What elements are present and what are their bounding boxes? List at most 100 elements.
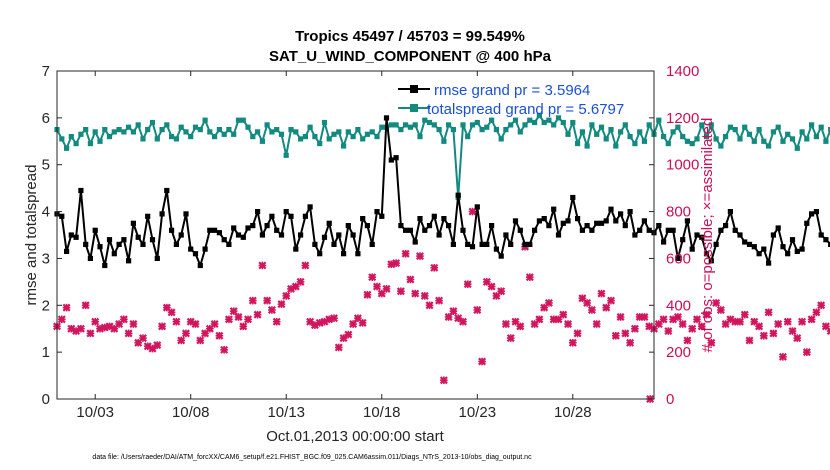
obs-point [406, 275, 415, 284]
series-totalspread-point [465, 134, 471, 140]
obs-point [473, 305, 482, 314]
obs-point [458, 317, 467, 326]
series-rmse-point [804, 220, 810, 226]
obs-point [239, 322, 248, 331]
series-rmse-point [484, 241, 490, 247]
series-rmse-point [135, 234, 141, 240]
obs-point [86, 329, 95, 338]
series-rmse-point [785, 251, 791, 257]
series-totalspread-point [278, 131, 285, 137]
series-totalspread-point [321, 119, 328, 126]
series-rmse-point [145, 213, 151, 219]
series-totalspread-point [598, 124, 605, 130]
series-totalspread-point [718, 143, 724, 149]
series-rmse-point [130, 220, 136, 226]
series-rmse-point [116, 241, 122, 247]
series-totalspread-point [708, 122, 714, 128]
series-rmse-point [699, 234, 705, 240]
series-rmse-point [579, 227, 585, 233]
obs-point [62, 303, 71, 312]
series-totalspread-point [341, 143, 347, 149]
series-rmse-point [121, 237, 127, 243]
series-totalspread-point [503, 127, 509, 133]
obs-point [138, 334, 147, 343]
series-totalspread-point [780, 138, 786, 144]
series-rmse-point [212, 227, 218, 233]
series-rmse-point [87, 255, 93, 261]
series-totalspread-point [823, 138, 829, 144]
series-rmse-point [680, 237, 686, 243]
series-rmse-point [374, 209, 380, 215]
series-rmse-point [608, 206, 614, 212]
obs-point [688, 324, 697, 333]
series-totalspread-point [469, 122, 476, 128]
series-totalspread-point [813, 134, 819, 140]
series-totalspread-point [364, 131, 370, 137]
series-rmse-point [522, 241, 528, 247]
series-totalspread-point [379, 124, 385, 130]
series-totalspread-point [393, 122, 399, 128]
series-totalspread-point [159, 127, 165, 133]
obs-point [363, 290, 372, 299]
obs-point [693, 315, 701, 324]
series-rmse-point [551, 206, 557, 212]
series-rmse-point [694, 232, 700, 238]
series-rmse [54, 115, 830, 269]
obs-point [478, 357, 487, 366]
series-totalspread-point [532, 119, 538, 126]
series-totalspread-point [240, 117, 246, 123]
series-rmse-point [83, 241, 89, 247]
series-rmse-point [64, 248, 70, 254]
series-rmse-point [403, 227, 409, 233]
series-rmse-point [441, 216, 447, 222]
series-rmse-point [809, 211, 815, 217]
series-totalspread-point [197, 127, 203, 133]
obs-point [697, 322, 706, 331]
series-totalspread-point [106, 134, 113, 140]
obs-point [783, 317, 792, 326]
series-totalspread-point [460, 122, 466, 128]
series-rmse-point [250, 223, 256, 229]
series-rmse-point [207, 227, 213, 233]
obs-point [196, 336, 205, 345]
series-totalspread-point [527, 117, 533, 123]
series-rmse-point [589, 227, 595, 233]
series-totalspread-point [603, 136, 609, 142]
obs-point [707, 338, 716, 347]
series-rmse-point [154, 255, 160, 261]
series-rmse-point [226, 241, 232, 247]
legend-spread-marker [410, 104, 418, 112]
y-tick-label-left: 1 [42, 344, 50, 361]
series-totalspread-point [637, 129, 643, 135]
series-rmse-point [178, 232, 184, 238]
series-totalspread-point [92, 129, 98, 135]
series-rmse-point [732, 227, 738, 233]
series-totalspread-point [68, 134, 74, 140]
series-rmse-point [455, 192, 461, 198]
series-rmse-point [446, 223, 452, 229]
series-totalspread-point [116, 127, 122, 133]
obs-point [559, 310, 568, 319]
series-totalspread-point [212, 134, 218, 140]
obs-point [664, 327, 673, 336]
series-totalspread-point [575, 141, 581, 147]
series-rmse-point [360, 216, 366, 222]
series-totalspread-point [632, 141, 638, 147]
series-totalspread-point [794, 145, 800, 151]
obs-point [129, 320, 138, 329]
series-totalspread-point [259, 138, 265, 144]
series-totalspread-point [789, 136, 796, 142]
series-totalspread-point [422, 117, 428, 123]
series-rmse-point [288, 213, 294, 219]
series-rmse-point [364, 223, 370, 229]
y-tick-label-right: 1000 [666, 157, 699, 174]
obs-point [583, 298, 592, 307]
series-rmse-point [708, 258, 714, 264]
obs-point [358, 318, 367, 327]
obs-point [277, 300, 286, 309]
series-rmse-point [469, 244, 476, 250]
series-totalspread-point [235, 117, 242, 123]
series-totalspread-point [656, 117, 662, 123]
obs-point [463, 280, 472, 289]
obs-point [468, 207, 477, 216]
